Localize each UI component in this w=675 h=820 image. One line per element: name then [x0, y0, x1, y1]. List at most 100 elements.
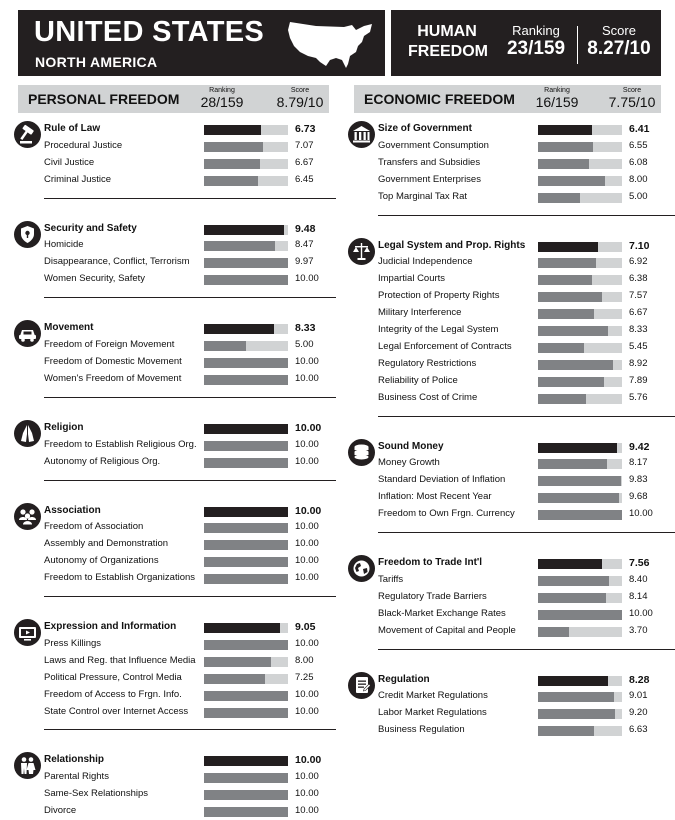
indicator-score-bar: [204, 807, 288, 818]
indicator-score-bar: [538, 726, 622, 737]
couple-icon: [14, 752, 41, 780]
indicator-label: Reliability of Police: [378, 374, 458, 386]
score-bar-fill: [204, 357, 288, 368]
indicator-label: Women Security, Safety: [44, 273, 146, 285]
indicator-score-bar: [204, 656, 288, 667]
indicator-score-bar: [538, 359, 622, 370]
category-score-bar: [204, 224, 288, 235]
personal-freedom-header: PERSONAL FREEDOM Ranking 28/159 Score 8.…: [18, 85, 329, 113]
economic-ranking-label: Ranking: [544, 87, 570, 94]
score-bar-fill: [204, 623, 281, 633]
score-bar-fill: [538, 393, 587, 404]
praying-hands-icon: [14, 419, 41, 447]
category-divider: [378, 648, 675, 650]
indicator-score: 10.00: [295, 438, 319, 450]
score-bar-fill: [204, 523, 288, 534]
indicator-label: Transfers and Subsidies: [378, 156, 481, 168]
score-bar-fill: [538, 592, 607, 603]
category-name: Expression and Information: [44, 621, 177, 632]
indicator-score-bar: [204, 374, 288, 385]
category-score-bar: [538, 125, 622, 135]
score-bar-fill: [204, 807, 288, 818]
score-bar-fill: [538, 626, 570, 637]
score-bar-fill: [204, 756, 288, 767]
indicator-score: 9.83: [629, 474, 648, 486]
category-score: 9.48: [295, 222, 316, 235]
score-bar-fill: [538, 609, 622, 620]
score-bar-fill: [204, 773, 288, 784]
indicator-score-bar: [204, 523, 288, 534]
economic-freedom-title: ECONOMIC FREEDOM: [364, 91, 515, 107]
category-name: Freedom to Trade Int'l: [378, 557, 483, 568]
indicator-score: 10.00: [295, 455, 319, 467]
score-bar-fill: [538, 575, 609, 586]
indicator-score: 6.63: [629, 724, 648, 736]
indicator-score-bar: [538, 493, 622, 504]
category-score: 7.10: [629, 239, 650, 252]
category-score: 10.00: [295, 421, 322, 434]
indicator-score-bar: [204, 158, 288, 169]
indicator-label: Black-Market Exchange Rates: [378, 607, 506, 619]
indicator-label: Protection of Property Rights: [378, 290, 500, 302]
category-score-bar: [204, 506, 288, 517]
score-bar-fill: [538, 125, 592, 135]
score-bar-fill: [204, 224, 284, 235]
category-name: Relationship: [44, 754, 105, 766]
indicator-score-bar: [538, 158, 622, 169]
indicator-label: Business Regulation: [378, 724, 465, 736]
car-icon: [14, 320, 41, 348]
indicator-score-bar: [204, 141, 288, 152]
indicator-score-bar: [538, 626, 622, 637]
category-name: Size of Government: [378, 123, 472, 134]
score-bar-fill: [204, 374, 288, 385]
indicator-label: Legal Enforcement of Contracts: [378, 340, 512, 352]
indicator-label: Autonomy of Religious Org.: [44, 455, 161, 467]
score-bar-fill: [204, 557, 288, 568]
score-bar-fill: [204, 324, 274, 335]
indicator-score: 7.57: [629, 290, 648, 302]
indicator-score-bar: [538, 141, 622, 152]
indicator-label: Assembly and Demonstration: [44, 538, 169, 550]
category-name: Movement: [44, 322, 94, 334]
indicator-score: 8.47: [295, 239, 314, 251]
indicator-score: 10.00: [295, 688, 319, 700]
scales-icon: [348, 237, 375, 265]
indicator-score-bar: [538, 459, 622, 470]
indicator-label: Top Marginal Tax Rat: [378, 190, 468, 202]
indicator-score: 8.00: [295, 654, 314, 666]
category-score: 10.00: [295, 504, 322, 517]
indicator-score: 6.67: [629, 307, 648, 319]
indicator-score-bar: [204, 357, 288, 368]
indicator-label: Women's Freedom of Movement: [44, 372, 182, 384]
category-score: 6.73: [295, 123, 316, 135]
indicator-score: 5.00: [295, 339, 314, 351]
indicator-score-bar: [204, 673, 288, 684]
score-bar-fill: [538, 141, 594, 152]
score-bar-fill: [204, 158, 261, 169]
category-score-bar: [204, 756, 288, 767]
indicator-label: Laws and Reg. that Influence Media: [44, 654, 196, 666]
indicator-score: 8.00: [629, 173, 648, 185]
banner-separator: [577, 26, 578, 64]
score-bar-fill: [538, 326, 608, 336]
indicator-score: 6.92: [629, 256, 648, 268]
indicator-label: Inflation: Most Recent Year: [378, 491, 492, 503]
score-bar-fill: [538, 158, 590, 169]
indicator-score-bar: [538, 592, 622, 603]
indicator-label: Disappearance, Conflict, Terrorism: [44, 256, 190, 268]
indicator-label: Tariffs: [378, 573, 404, 585]
score-bar-fill: [204, 690, 288, 701]
score-bar-fill: [204, 506, 288, 517]
indicator-label: Divorce: [44, 805, 77, 817]
indicator-score-bar: [204, 557, 288, 568]
score-bar-fill: [538, 559, 602, 569]
score-bar-fill: [538, 692, 614, 703]
indicator-score: 6.38: [629, 273, 648, 285]
region-name: NORTH AMERICA: [35, 54, 158, 70]
category-name: Association: [44, 504, 101, 516]
indicator-label: Judicial Independence: [378, 256, 473, 268]
indicator-score-bar: [538, 292, 622, 303]
document-icon: [348, 671, 375, 699]
indicator-score: 6.08: [629, 156, 648, 168]
indicator-score: 10.00: [295, 788, 319, 800]
